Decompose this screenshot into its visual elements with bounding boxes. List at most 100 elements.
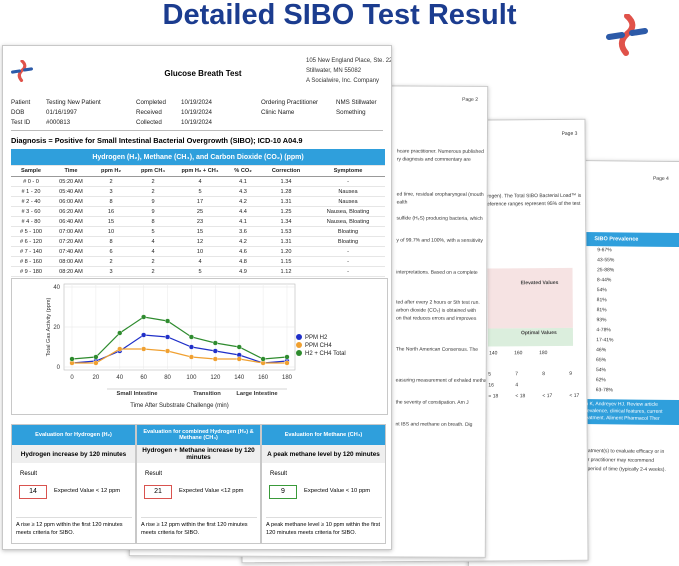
- table-cell: 5: [131, 226, 175, 237]
- x-tick-label: 0: [70, 375, 74, 381]
- table-cell: # 3 - 60: [11, 206, 51, 217]
- table-cell: 6: [91, 246, 131, 257]
- table-cell: < 17: [569, 392, 580, 399]
- table-cell: 4.6: [225, 246, 261, 257]
- table-cell: 07:40 AM: [51, 246, 91, 257]
- reference-line: un K, Andreyev HJ. Review article: [582, 401, 658, 408]
- table-cell: 16: [488, 382, 494, 389]
- legend-swatch: [296, 334, 302, 340]
- prevalence-cell: 93%: [596, 317, 607, 324]
- table-cell: -: [311, 246, 386, 257]
- table-cell: # 0 - 0: [11, 176, 51, 187]
- page-number: Page 4: [652, 175, 669, 182]
- data-point: [93, 354, 99, 360]
- info-label: Collected: [136, 119, 162, 126]
- address-line: A Socialwire, Inc. Company: [306, 78, 380, 84]
- legend-label: PPM CH4: [305, 343, 332, 349]
- table-row: # 9 - 180 08:20 AM 3 2 5 4.9 1.12-: [11, 266, 386, 277]
- table-cell: 2: [131, 266, 175, 277]
- table-cell: 1.12: [261, 266, 311, 277]
- table-cell: 08:00 AM: [51, 256, 91, 267]
- y-tick-label: 0: [57, 365, 61, 371]
- column-row: Sample Time ppm H₂ ppm CH₄ ppm H₂ + CH₄% CO₂…: [11, 165, 386, 177]
- expected-value: Expected Value < 12 ppm: [54, 488, 121, 494]
- brand-logo: [606, 14, 648, 56]
- table-cell: 1.15: [261, 256, 311, 267]
- table-cell: # 6 - 120: [11, 236, 51, 247]
- x-tick-label: 20: [93, 375, 100, 381]
- data-point: [117, 330, 123, 336]
- table-cell: 05:40 AM: [51, 186, 91, 197]
- evaluation-title: Evaluation for Hydrogen (H₂): [12, 425, 135, 445]
- table-cell: 1.25: [261, 206, 311, 217]
- data-point: [141, 314, 147, 320]
- table-cell: 1.53: [261, 226, 311, 237]
- text-fragment: sulfide (H₂S) producing bacteria, which: [396, 215, 483, 222]
- table-cell: 9: [569, 370, 573, 377]
- data-point: [284, 360, 290, 366]
- table-cell: Bloating: [311, 236, 386, 247]
- legend-swatch: [296, 342, 302, 348]
- front-page: Glucose Breath Test Diagnosis = Positive…: [2, 45, 392, 550]
- x-tick-label: 160: [514, 350, 523, 357]
- table-cell: 4.1: [225, 176, 261, 187]
- prevalence-cell: 43-55%: [597, 257, 615, 264]
- result-value: 14: [19, 485, 47, 499]
- table-cell: 06:20 AM: [51, 206, 91, 217]
- text-fragment: nt IBS and methane on breath. Dig: [395, 421, 473, 428]
- table-cell: 17: [175, 196, 225, 207]
- info-label: Ordering Practitioner: [261, 99, 319, 106]
- result-label: Result: [145, 471, 163, 477]
- series-line: [72, 348, 287, 364]
- prevalence-cell: 4-78%: [596, 327, 611, 334]
- table-cell: 4.2: [225, 196, 261, 207]
- table-cell: 07:00 AM: [51, 226, 91, 237]
- column-header: ppm H₂ + CH₄: [175, 165, 225, 177]
- table-cell: 15: [91, 216, 131, 227]
- page-number: Page 2: [462, 96, 479, 103]
- table-cell: # 5 - 100: [11, 226, 51, 237]
- table-cell: 1.34: [261, 216, 311, 227]
- gas-table: Hydrogen (H₂), Methane (CH₄), and Carbon…: [11, 149, 386, 277]
- evaluation-subtitle: A peak methane level by 120 minutes: [262, 445, 385, 463]
- prevalence-cell: 8-44%: [596, 277, 612, 284]
- table-cell: 2: [91, 176, 131, 187]
- table-cell: 4: [131, 246, 175, 257]
- table-cell: 15: [175, 226, 225, 237]
- table-cell: 8: [131, 216, 175, 227]
- text-fragment: easuring measurement of exhaled methane:: [395, 377, 489, 384]
- data-point: [188, 334, 195, 340]
- info-value: Testing New Patient: [46, 99, 101, 106]
- text-fragment: eference ranges represent 95% of the tes…: [487, 200, 581, 208]
- table-cell: 4: [175, 176, 225, 187]
- evaluation-title: Evaluation for combined Hydrogen (H₂) & …: [137, 425, 260, 445]
- region-label: Small Intestine: [117, 391, 159, 397]
- table-cell: Nausea, Bloating: [311, 206, 386, 217]
- table-cell: 2: [131, 176, 175, 187]
- table-row: # 8 - 160 08:00 AM 2 2 4 4.8 1.15-: [11, 256, 386, 267]
- result-value: 9: [269, 485, 297, 499]
- table-cell: 2: [131, 186, 175, 197]
- info-value: 10/19/2024: [181, 99, 212, 106]
- zone-label: Optimal Values: [520, 329, 557, 337]
- data-point: [164, 334, 171, 340]
- table-cell: 4.4: [225, 206, 261, 217]
- prevalence-cell: 63-78%: [595, 387, 614, 394]
- table-cell: 12: [175, 236, 225, 247]
- data-point: [188, 344, 195, 350]
- result-label: Result: [270, 471, 288, 477]
- table-row: # 3 - 60 06:20 AM 16 9 25 4.4 1.25 Nausea, Bloa…: [11, 206, 386, 217]
- divider: [11, 130, 383, 131]
- data-point: [260, 356, 266, 362]
- table-cell: # 1 - 20: [11, 186, 51, 197]
- table-cell: 4.3: [225, 186, 261, 197]
- prevalence-cell: 62%: [595, 377, 606, 384]
- prevalence-cell: 54%: [596, 287, 607, 294]
- x-tick-label: 140: [234, 375, 245, 381]
- legend-swatch: [296, 350, 302, 356]
- table-cell: 07:20 AM: [51, 236, 91, 247]
- table-cell: = 18: [488, 393, 499, 400]
- x-tick-label: 160: [258, 375, 269, 381]
- table-row: # 4 - 80 06:40 AM 15 8 23 4.1 1.34 Nausea, Bloa…: [11, 216, 386, 227]
- result-label: Result: [20, 471, 38, 477]
